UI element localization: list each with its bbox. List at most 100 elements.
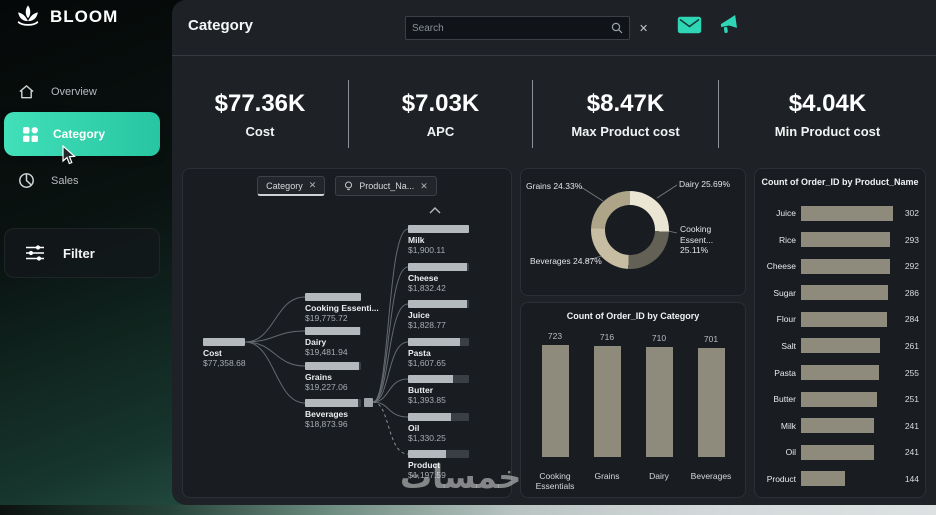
donut-label-cooking: Cooking Essent... 25.11% <box>680 224 714 256</box>
donut-ring[interactable] <box>591 191 669 269</box>
pill-label: Product_Na... <box>359 181 415 191</box>
hbar-bar[interactable] <box>801 418 875 434</box>
hbar-bar[interactable] <box>801 391 878 407</box>
filter-sliders-icon <box>26 245 44 261</box>
kpi-card-cost: $77.36K Cost <box>172 66 348 162</box>
donut-label-grains: Grains 24.33% <box>526 181 583 191</box>
brand: BLOOM <box>14 4 118 30</box>
tree-filter-category[interactable]: Category ✕ <box>257 176 326 196</box>
hbar-row: Salt 261 <box>761 334 919 358</box>
search-icon[interactable] <box>611 22 623 34</box>
axis-label: Cooking Essentials <box>535 471 575 492</box>
tree-node-product[interactable]: Product $1,197.59 <box>408 450 469 480</box>
tree-node-juice[interactable]: Juice $1,828.77 <box>408 300 469 330</box>
hbar-chart-title: Count of Order_ID by Product_Name <box>761 177 919 187</box>
column-bar-group: 716 <box>593 332 621 457</box>
column-plot-area: 723 716 710 701 <box>529 327 737 457</box>
close-icon[interactable]: ✕ <box>420 180 428 191</box>
kpi-value: $77.36K <box>214 89 306 117</box>
kpi-card-max-cost: $8.47K Max Product cost <box>533 66 718 162</box>
clear-search-icon[interactable]: ✕ <box>639 22 649 35</box>
search-input[interactable] <box>412 22 611 34</box>
search-area: ✕ <box>405 16 648 40</box>
kpi-label: APC <box>426 123 455 139</box>
column-bar-group: 710 <box>645 333 673 457</box>
tree-node-oil[interactable]: Oil $1,330.25 <box>408 413 469 443</box>
brand-name: BLOOM <box>50 7 119 26</box>
axis-label: Grains <box>594 471 620 482</box>
column-chart-visual: Count of Order_ID by Category 723 716 71… <box>520 302 746 498</box>
tree-node-grains[interactable]: Grains $19,227.06 <box>305 362 361 392</box>
hbar-bar[interactable] <box>801 232 891 248</box>
sidebar-item-category[interactable]: Category <box>4 112 160 156</box>
tree-node-beverages[interactable]: Beverages $18,873.96 <box>305 399 361 429</box>
kpi-label: Min Product cost <box>774 123 881 139</box>
close-icon[interactable]: ✕ <box>308 180 317 190</box>
mail-icon[interactable] <box>677 16 702 34</box>
column-axis-labels: Cooking Essentials Grains Dairy Beverage… <box>529 472 737 492</box>
tree-node-butter[interactable]: Butter $1,393.85 <box>408 375 469 405</box>
hbar-bar[interactable] <box>801 338 881 354</box>
kpi-row: $77.36K Cost $7.03K APC $8.47K Max Produ… <box>172 66 936 162</box>
category-grid-icon <box>23 126 38 142</box>
tree-filter-product-name[interactable]: Product_Na... ✕ <box>335 176 437 196</box>
lotus-logo-icon <box>17 5 39 26</box>
tree-node-cost[interactable]: Cost $77,358.68 <box>203 338 246 368</box>
tree-expand-handle[interactable] <box>364 398 373 407</box>
hbar-bar[interactable] <box>801 311 888 327</box>
decomposition-tree-visual: Category ✕ Product_Na... ✕ <box>182 168 512 498</box>
sidebar-item-overview[interactable]: Overview <box>18 84 97 100</box>
tree-node-milk[interactable]: Milk $1,900.11 <box>408 225 469 255</box>
bar-value-label: 701 <box>703 334 719 344</box>
pie-chart-icon <box>19 173 34 188</box>
axis-label: Beverages <box>690 471 732 482</box>
kpi-value: $4.04K <box>788 89 867 117</box>
column-chart-title: Count of Order_ID by Category <box>566 311 700 321</box>
tree-filter-pills: Category ✕ Product_Na... ✕ <box>183 176 511 196</box>
column-bar[interactable] <box>541 345 569 457</box>
kpi-separator <box>718 80 719 148</box>
hbar-bar[interactable] <box>801 444 875 460</box>
sidebar-item-label: Category <box>53 127 106 141</box>
hbar-row: Sugar 286 <box>761 281 919 305</box>
home-icon <box>19 85 34 99</box>
kpi-label: Cost <box>245 123 275 139</box>
hbar-row: Juice 302 <box>761 201 919 225</box>
bottom-strip <box>0 505 936 515</box>
main-panel: Category ✕ <box>172 0 936 505</box>
hbar-bar[interactable] <box>801 471 845 487</box>
megaphone-icon[interactable] <box>717 14 742 37</box>
kpi-card-min-cost: $4.04K Min Product cost <box>719 66 936 162</box>
header-actions <box>677 15 740 35</box>
kpi-separator <box>348 80 349 148</box>
search-box[interactable] <box>405 16 630 40</box>
column-bar[interactable] <box>593 346 621 457</box>
hbar-row: Milk 241 <box>761 414 919 438</box>
chevron-up-icon[interactable] <box>429 201 441 219</box>
hbar-bar[interactable] <box>801 365 879 381</box>
hbar-row: Cheese 292 <box>761 254 919 278</box>
tree-node-dairy[interactable]: Dairy $19,481.94 <box>305 327 361 357</box>
tree-node-cheese[interactable]: Cheese $1,832.42 <box>408 263 469 293</box>
filter-button[interactable]: Filter <box>4 228 160 278</box>
kpi-value: $8.47K <box>586 89 665 117</box>
sidebar-item-sales[interactable]: Sales <box>18 172 79 189</box>
donut-chart-visual: Grains 24.33% Dairy 25.69% Cooking Essen… <box>520 168 746 296</box>
sidebar: BLOOM Overview Category Sales <box>0 0 172 505</box>
hbar-bar[interactable] <box>801 285 889 301</box>
hbar-bar[interactable] <box>801 205 893 221</box>
hbar-row: Product 144 <box>761 467 919 491</box>
pill-label: Category <box>266 180 303 191</box>
donut-label-dairy: Dairy 25.69% <box>679 179 731 189</box>
tree-node-pasta[interactable]: Pasta $1,607.65 <box>408 338 469 368</box>
hbar-bar[interactable] <box>801 258 890 274</box>
tree-node-cooking-essentials[interactable]: Cooking Essenti... $19,775.72 <box>305 293 379 323</box>
bulb-icon <box>345 181 353 191</box>
bar-value-label: 710 <box>651 333 667 343</box>
kpi-card-apc: $7.03K APC <box>349 66 532 162</box>
column-bar[interactable] <box>697 348 725 457</box>
column-bar-group: 701 <box>697 334 725 457</box>
sidebar-item-label: Overview <box>51 86 97 98</box>
sidebar-item-label: Sales <box>51 174 79 187</box>
column-bar[interactable] <box>645 347 673 457</box>
